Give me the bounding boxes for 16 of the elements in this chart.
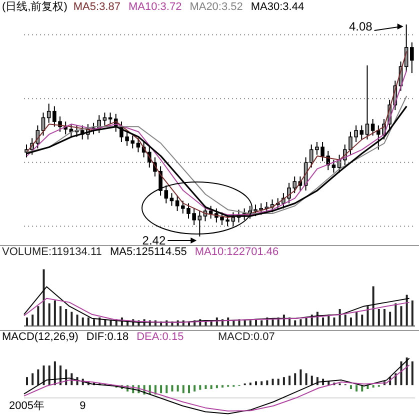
x-tick-label: 2005年 xyxy=(9,400,45,412)
x-tick-label: 9 xyxy=(80,400,86,412)
text: MACD:0.07 xyxy=(218,331,275,343)
text: MA30:3.44 xyxy=(250,1,304,13)
series-label: VOLUME:119134.11 xyxy=(2,246,102,258)
text: MA5:125114.55 xyxy=(110,246,187,258)
text: MACD(12,26,9) xyxy=(2,331,78,343)
text: MA20:3.52 xyxy=(190,1,243,13)
annotation: 4.08 xyxy=(348,19,373,34)
text: MA10:122701.46 xyxy=(194,246,279,258)
text: MA10:3.72 xyxy=(128,1,182,13)
text: DEA:0.15 xyxy=(136,331,184,343)
chart-title: (日线,前复权) xyxy=(2,1,68,13)
annotation: 2.42 xyxy=(142,234,166,248)
text: MA5:3.87 xyxy=(73,1,120,13)
text: DIF:0.18 xyxy=(86,331,129,343)
